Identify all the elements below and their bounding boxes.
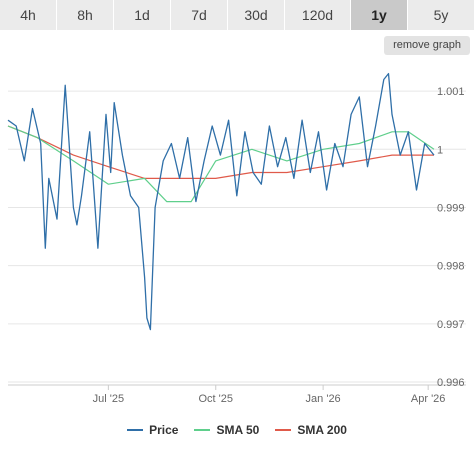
tab-120d[interactable]: 120d — [285, 0, 351, 30]
x-tick-label: Oct '25 — [198, 393, 233, 405]
legend-swatch — [194, 429, 211, 431]
tab-30d[interactable]: 30d — [228, 0, 285, 30]
x-tick-label: Jul '25 — [93, 393, 124, 405]
y-tick-label: 0.997 — [437, 319, 465, 331]
x-tick-label: Apr '26 — [411, 393, 446, 405]
y-axis-labels: 0.996 0.997 0.998 0.999 1 1.001 — [437, 86, 465, 389]
tab-1y[interactable]: 1y — [351, 0, 408, 30]
remove-graph-button[interactable]: remove graph — [384, 36, 470, 55]
tab-5y[interactable]: 5y — [408, 0, 474, 30]
legend-item-sma-50[interactable]: SMA 50 — [194, 420, 259, 440]
tab-4h[interactable]: 4h — [0, 0, 57, 30]
legend-label: Price — [149, 423, 179, 437]
legend-label: SMA 200 — [297, 423, 347, 437]
legend-label: SMA 50 — [216, 423, 260, 437]
tab-8h[interactable]: 8h — [57, 0, 114, 30]
x-tick-label: Jan '26 — [306, 393, 341, 405]
y-tick-label: 0.998 — [437, 261, 465, 273]
y-tick-label: 1.001 — [437, 86, 465, 98]
legend-swatch — [275, 429, 292, 431]
chart-series — [7, 72, 435, 331]
y-tick-label: 1 — [437, 144, 443, 156]
chart-grid — [8, 90, 466, 390]
series-line-price — [7, 72, 435, 331]
timeframe-tabs: 4h 8h 1d 7d 30d 120d 1y 5y — [0, 0, 474, 30]
legend-item-price[interactable]: Price — [127, 420, 178, 440]
y-tick-label: 0.999 — [437, 202, 465, 214]
tab-7d[interactable]: 7d — [171, 0, 228, 30]
legend-item-sma-200[interactable]: SMA 200 — [275, 420, 347, 440]
tab-1d[interactable]: 1d — [114, 0, 171, 30]
chart-legend: Price SMA 50 SMA 200 — [0, 420, 474, 440]
legend-swatch — [127, 429, 144, 431]
y-tick-label: 0.996 — [437, 377, 465, 389]
series-line-sma-200 — [7, 125, 434, 179]
x-axis-labels: Jul '25 Oct '25 Jan '26 Apr '26 — [93, 393, 446, 405]
